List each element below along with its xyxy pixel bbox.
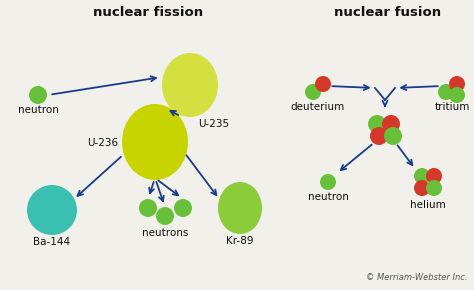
Circle shape bbox=[139, 199, 157, 217]
Text: deuterium: deuterium bbox=[291, 102, 345, 112]
Text: nuclear fission: nuclear fission bbox=[93, 6, 203, 19]
Circle shape bbox=[382, 115, 400, 133]
Circle shape bbox=[156, 207, 174, 225]
Text: helium: helium bbox=[410, 200, 446, 210]
Circle shape bbox=[29, 86, 47, 104]
Text: nuclear fusion: nuclear fusion bbox=[335, 6, 442, 19]
Text: tritium: tritium bbox=[434, 102, 470, 112]
Circle shape bbox=[368, 115, 386, 133]
Circle shape bbox=[27, 185, 77, 235]
Text: Ba-144: Ba-144 bbox=[34, 237, 71, 247]
Ellipse shape bbox=[122, 104, 188, 180]
Circle shape bbox=[305, 84, 321, 100]
Circle shape bbox=[426, 180, 442, 196]
Text: U-236: U-236 bbox=[87, 138, 118, 148]
Circle shape bbox=[315, 76, 331, 92]
Text: © Merriam-Webster Inc.: © Merriam-Webster Inc. bbox=[366, 273, 468, 282]
Circle shape bbox=[370, 127, 388, 145]
Circle shape bbox=[174, 199, 192, 217]
Text: Kr-89: Kr-89 bbox=[226, 236, 254, 246]
Ellipse shape bbox=[218, 182, 262, 234]
Circle shape bbox=[426, 168, 442, 184]
Circle shape bbox=[320, 174, 336, 190]
Circle shape bbox=[414, 168, 430, 184]
Text: neutrons: neutrons bbox=[142, 228, 188, 238]
Ellipse shape bbox=[162, 53, 218, 117]
Circle shape bbox=[414, 180, 430, 196]
Circle shape bbox=[384, 127, 402, 145]
Circle shape bbox=[449, 76, 465, 92]
Circle shape bbox=[449, 87, 465, 103]
Text: U-235: U-235 bbox=[198, 119, 229, 129]
Circle shape bbox=[438, 84, 454, 100]
Text: neutron: neutron bbox=[18, 105, 58, 115]
Text: neutron: neutron bbox=[308, 192, 348, 202]
